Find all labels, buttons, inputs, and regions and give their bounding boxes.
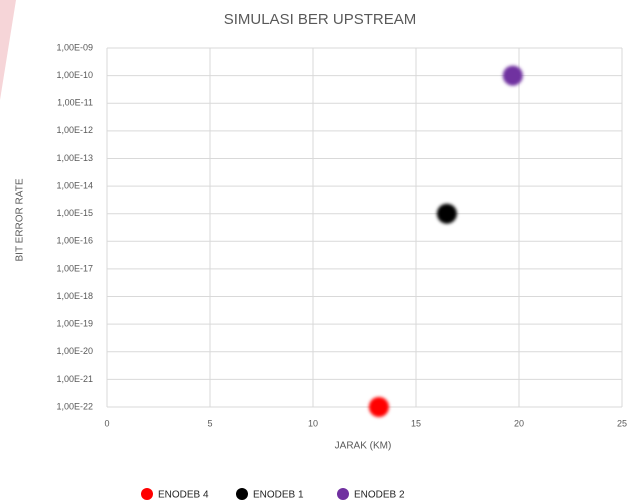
legend-marker (236, 488, 248, 500)
y-tick-label: 1,00E-18 (56, 291, 93, 301)
y-tick-label: 1,00E-20 (56, 346, 93, 356)
x-tick-label: 10 (308, 418, 318, 428)
y-tick-label: 1,00E-14 (56, 180, 93, 190)
y-tick-label: 1,00E-09 (56, 42, 93, 52)
corner-decoration (0, 0, 16, 100)
y-tick-label: 1,00E-17 (56, 263, 93, 273)
y-tick-label: 1,00E-10 (56, 70, 93, 80)
legend-marker (337, 488, 349, 500)
legend-label: ENODEB 1 (253, 490, 304, 501)
y-tick-label: 1,00E-21 (56, 374, 93, 384)
legend-label: ENODEB 4 (158, 490, 209, 501)
y-tick-label: 1,00E-22 (56, 401, 93, 411)
chart-title: SIMULASI BER UPSTREAM (224, 11, 417, 28)
y-tick-label: 1,00E-12 (56, 125, 93, 135)
legend-label: ENODEB 2 (354, 490, 405, 501)
y-tick-label: 1,00E-15 (56, 208, 93, 218)
y-axis-label: BIT ERROR RATE (15, 178, 26, 261)
x-axis-label: JARAK (KM) (335, 441, 392, 452)
x-tick-label: 20 (514, 418, 524, 428)
legend-marker (141, 488, 153, 500)
point (436, 203, 457, 224)
x-tick-label: 5 (207, 418, 212, 428)
x-tick-label: 0 (104, 418, 109, 428)
point (502, 65, 523, 86)
y-tick-label: 1,00E-19 (56, 319, 93, 329)
x-tick-label: 25 (617, 418, 627, 428)
y-tick-label: 1,00E-11 (57, 98, 93, 108)
y-tick-label: 1,00E-16 (56, 236, 93, 246)
y-tick-label: 1,00E-13 (56, 153, 93, 163)
point (368, 397, 389, 417)
x-tick-label: 15 (411, 418, 421, 428)
